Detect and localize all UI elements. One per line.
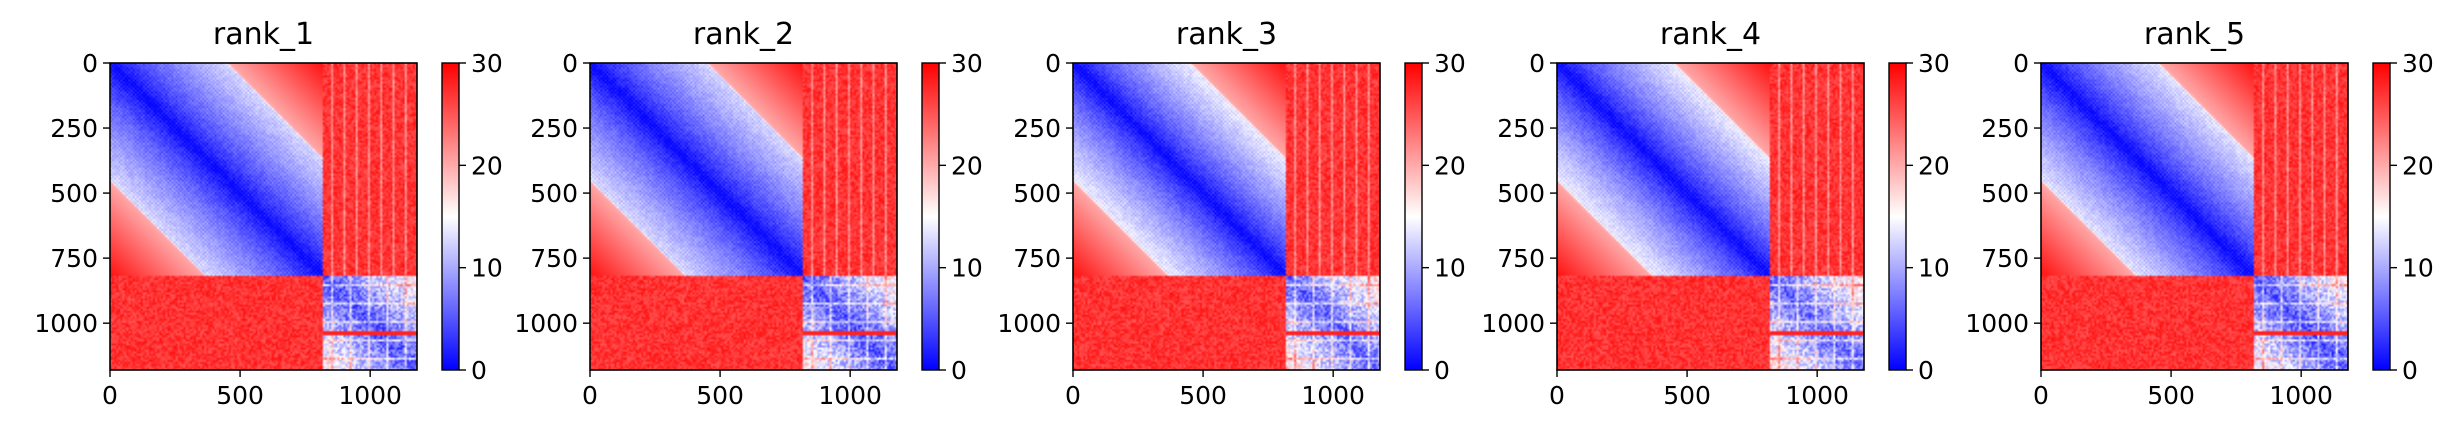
colorbar-tick-label: 0 xyxy=(1918,356,1934,385)
colorbar-tick-label: 20 xyxy=(1434,151,1466,180)
y-tick-label: 1000 xyxy=(34,309,98,338)
x-tick-label: 500 xyxy=(216,381,264,410)
x-tick-label: 0 xyxy=(1549,381,1565,410)
x-tick-label: 1000 xyxy=(2269,381,2333,410)
colorbar-tick-label: 20 xyxy=(1918,151,1950,180)
colorbar-tick-label: 20 xyxy=(2402,151,2434,180)
colorbar-tick-label: 30 xyxy=(471,49,503,78)
y-tick-label: 0 xyxy=(1045,49,1061,78)
colorbar-tick-label: 0 xyxy=(951,356,967,385)
x-tick-label: 0 xyxy=(582,381,598,410)
x-tick-label: 0 xyxy=(1065,381,1081,410)
axes-frame xyxy=(2040,62,2349,371)
x-tick-label: 500 xyxy=(696,381,744,410)
axes-frame xyxy=(589,62,898,371)
colorbar xyxy=(1405,63,1422,370)
y-tick-label: 750 xyxy=(1013,244,1061,273)
colorbar-tick-label: 30 xyxy=(1434,49,1466,78)
colorbar-tick-label: 10 xyxy=(951,254,983,283)
y-tick-label: 0 xyxy=(82,49,98,78)
heatmap-panel: rank_4 0 500 1000 0 250 500 750 1000 0 10 20 30 xyxy=(1481,17,1949,410)
axes-frame xyxy=(1556,62,1865,371)
y-tick-label: 250 xyxy=(50,114,98,143)
y-tick-label: 750 xyxy=(50,244,98,273)
colorbar-tick-label: 30 xyxy=(1918,49,1950,78)
colorbar-frame xyxy=(1404,62,1423,371)
x-tick-label: 0 xyxy=(102,381,118,410)
colorbar-tick-label: 30 xyxy=(951,49,983,78)
panel-title: rank_1 xyxy=(213,17,314,52)
heatmap-image xyxy=(590,63,897,370)
y-tick-label: 500 xyxy=(1013,179,1061,208)
x-tick-label: 0 xyxy=(2033,381,2049,410)
heatmap-panel: rank_3 0 500 1000 0 250 500 750 1000 0 10 20 30 xyxy=(997,17,1465,410)
y-tick-label: 1000 xyxy=(1481,309,1545,338)
y-tick-label: 500 xyxy=(50,179,98,208)
y-tick-label: 250 xyxy=(1981,114,2029,143)
colorbar-tick-label: 20 xyxy=(471,151,503,180)
heatmap-panel: rank_5 0 500 1000 0 250 500 750 1000 0 10 20 30 xyxy=(1965,17,2433,410)
colorbar-tick-label: 30 xyxy=(2402,49,2434,78)
colorbar xyxy=(442,63,459,370)
panel-title: rank_4 xyxy=(1660,17,1761,52)
y-tick-label: 250 xyxy=(530,114,578,143)
y-tick-label: 750 xyxy=(1981,244,2029,273)
colorbar-frame xyxy=(2372,62,2391,371)
y-tick-label: 0 xyxy=(1529,49,1545,78)
x-tick-label: 1000 xyxy=(1301,381,1365,410)
y-tick-label: 500 xyxy=(1981,179,2029,208)
panel-title: rank_3 xyxy=(1176,17,1277,52)
heatmap-image xyxy=(2041,63,2348,370)
x-tick-label: 1000 xyxy=(338,381,402,410)
y-tick-label: 250 xyxy=(1497,114,1545,143)
colorbar xyxy=(1889,63,1906,370)
y-tick-label: 1000 xyxy=(1965,309,2029,338)
x-tick-label: 500 xyxy=(2147,381,2195,410)
y-tick-label: 1000 xyxy=(997,309,1061,338)
y-tick-label: 1000 xyxy=(514,309,578,338)
colorbar-frame xyxy=(1888,62,1907,371)
y-tick-label: 0 xyxy=(562,49,578,78)
axes-frame xyxy=(1072,62,1381,371)
colorbar-tick-label: 20 xyxy=(951,151,983,180)
y-tick-label: 250 xyxy=(1013,114,1061,143)
x-tick-label: 1000 xyxy=(818,381,882,410)
y-tick-label: 750 xyxy=(1497,244,1545,273)
colorbar-tick-label: 0 xyxy=(2402,356,2418,385)
panel-title: rank_5 xyxy=(2144,17,2245,52)
x-tick-label: 1000 xyxy=(1785,381,1849,410)
colorbar-tick-label: 10 xyxy=(1434,254,1466,283)
colorbar-frame xyxy=(441,62,460,371)
heatmap-image xyxy=(1073,63,1380,370)
colorbar-tick-label: 10 xyxy=(1918,254,1950,283)
y-tick-label: 0 xyxy=(2013,49,2029,78)
colorbar xyxy=(2373,63,2390,370)
y-tick-label: 750 xyxy=(530,244,578,273)
heatmap-panel: rank_2 0 500 1000 0 250 500 750 1000 0 10 20 30 xyxy=(514,17,982,410)
colorbar xyxy=(922,63,939,370)
heatmap-image xyxy=(1557,63,1864,370)
y-tick-label: 500 xyxy=(530,179,578,208)
colorbar-tick-label: 0 xyxy=(471,356,487,385)
heatmap-image xyxy=(110,63,417,370)
axes-frame xyxy=(109,62,418,371)
heatmap-panel: rank_1 0 500 1000 0 250 500 750 1000 0 10 20 30 xyxy=(34,17,502,410)
colorbar-frame xyxy=(921,62,940,371)
x-tick-label: 500 xyxy=(1179,381,1227,410)
colorbar-tick-label: 10 xyxy=(2402,254,2434,283)
x-tick-label: 500 xyxy=(1663,381,1711,410)
colorbar-tick-label: 10 xyxy=(471,254,503,283)
colorbar-tick-label: 0 xyxy=(1434,356,1450,385)
panel-title: rank_2 xyxy=(693,17,794,52)
y-tick-label: 500 xyxy=(1497,179,1545,208)
